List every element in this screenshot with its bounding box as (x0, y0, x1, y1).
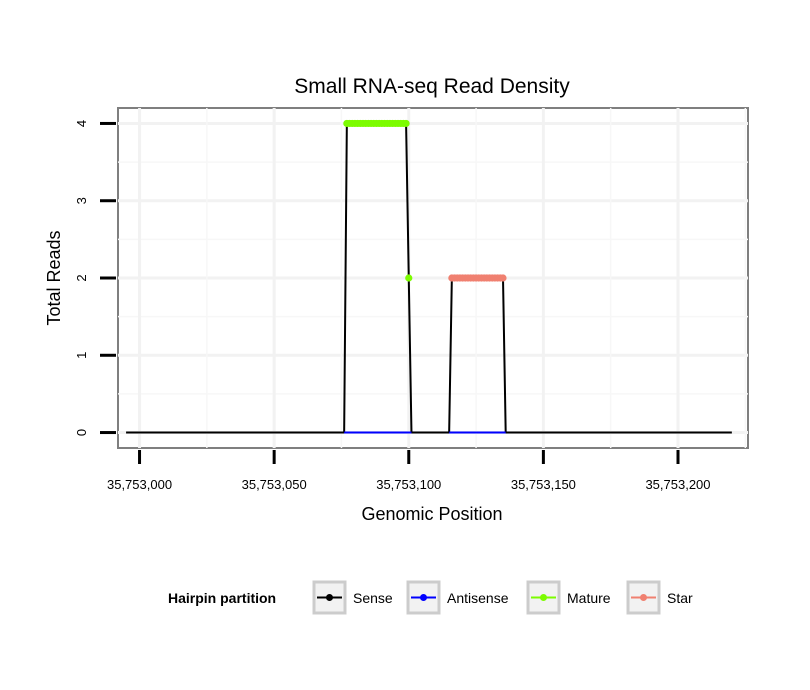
legend-key-dot (640, 594, 647, 601)
series-layer (126, 119, 732, 434)
y-tick-label: 0 (74, 429, 89, 436)
legend: Hairpin partition Sense Antisense Mature St… (168, 580, 693, 615)
legend-label: Star (667, 590, 693, 606)
y-axis-title: Total Reads (44, 230, 64, 325)
legend-label: Antisense (447, 590, 509, 606)
x-tick-label: 35,753,050 (242, 477, 307, 492)
mature-point (405, 274, 413, 282)
legend-key-dot (326, 594, 333, 601)
y-axis: 0 1 2 3 4 (74, 120, 116, 436)
mature-point (402, 119, 410, 128)
x-axis: 35,753,000 35,753,050 35,753,100 35,753,150… (107, 450, 711, 492)
x-tick-label: 35,753,150 (511, 477, 576, 492)
x-axis-title: Genomic Position (361, 504, 502, 524)
x-tick-label: 35,753,200 (645, 477, 710, 492)
legend-label: Mature (567, 590, 611, 606)
legend-key-dot (540, 594, 547, 601)
legend-key-dot (420, 594, 427, 601)
y-tick-label: 4 (74, 120, 89, 127)
x-tick-label: 35,753,000 (107, 477, 172, 492)
x-tick-label: 35,753,100 (376, 477, 441, 492)
legend-title: Hairpin partition (168, 590, 276, 606)
y-tick-label: 1 (74, 352, 89, 359)
y-tick-label: 3 (74, 197, 89, 204)
y-tick-label: 2 (74, 274, 89, 281)
legend-label: Sense (353, 590, 393, 606)
star-point (499, 274, 507, 282)
chart-title: Small RNA-seq Read Density (294, 75, 570, 98)
